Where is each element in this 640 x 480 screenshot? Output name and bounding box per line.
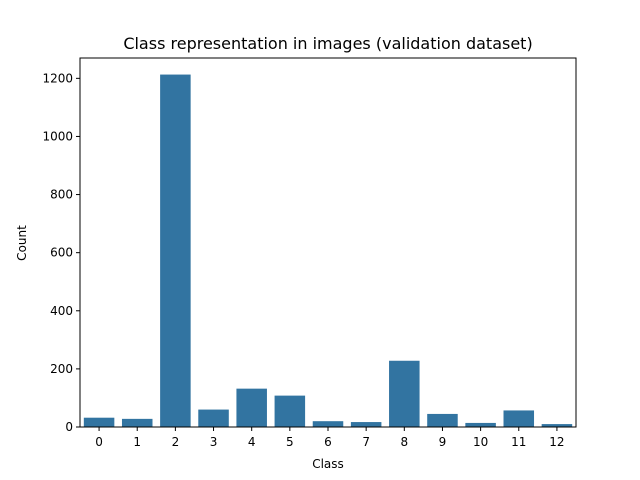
x-tick-label: 5 — [286, 435, 294, 449]
x-tick-label: 6 — [324, 435, 332, 449]
y-tick-label: 200 — [50, 362, 73, 376]
bar-class-9 — [427, 413, 458, 427]
bar-class-2 — [160, 74, 191, 427]
x-axis-label: Class — [312, 457, 344, 471]
y-tick-label: 0 — [65, 420, 73, 434]
bar-class-8 — [389, 360, 420, 427]
chart-title: Class representation in images (validati… — [123, 34, 532, 53]
bar-class-3 — [198, 409, 229, 427]
bar-class-5 — [274, 395, 306, 427]
bar-class-11 — [503, 410, 535, 427]
bar-class-0 — [83, 417, 115, 427]
y-tick-label: 1200 — [42, 71, 73, 85]
x-tick-label: 8 — [400, 435, 408, 449]
x-tick-label: 2 — [172, 435, 180, 449]
bar-class-1 — [121, 418, 153, 427]
x-tick-label: 0 — [95, 435, 103, 449]
bar-class-10 — [465, 422, 496, 427]
x-axis-ticks: 0 1 2 3 4 5 6 7 8 9 10 11 12 — [95, 427, 565, 449]
y-axis-label: Count — [15, 225, 29, 261]
x-tick-label: 7 — [362, 435, 370, 449]
bars-group — [83, 74, 573, 427]
y-tick-label: 600 — [50, 246, 73, 260]
bar-class-6 — [312, 421, 344, 427]
x-tick-label: 4 — [248, 435, 256, 449]
bar-class-7 — [350, 422, 382, 427]
x-tick-label: 1 — [133, 435, 141, 449]
y-tick-label: 800 — [50, 188, 73, 202]
x-tick-label: 9 — [439, 435, 447, 449]
y-tick-label: 400 — [50, 304, 73, 318]
plot-frame — [79, 57, 577, 428]
bar-class-12 — [541, 424, 573, 427]
bar-class-4 — [236, 388, 267, 427]
y-tick-label: 1000 — [42, 129, 73, 143]
y-axis-ticks: 0 200 400 600 800 1000 1200 — [42, 71, 80, 434]
x-tick-label: 10 — [473, 435, 488, 449]
x-tick-label: 3 — [210, 435, 218, 449]
x-tick-label: 12 — [549, 435, 564, 449]
x-tick-label: 11 — [511, 435, 526, 449]
